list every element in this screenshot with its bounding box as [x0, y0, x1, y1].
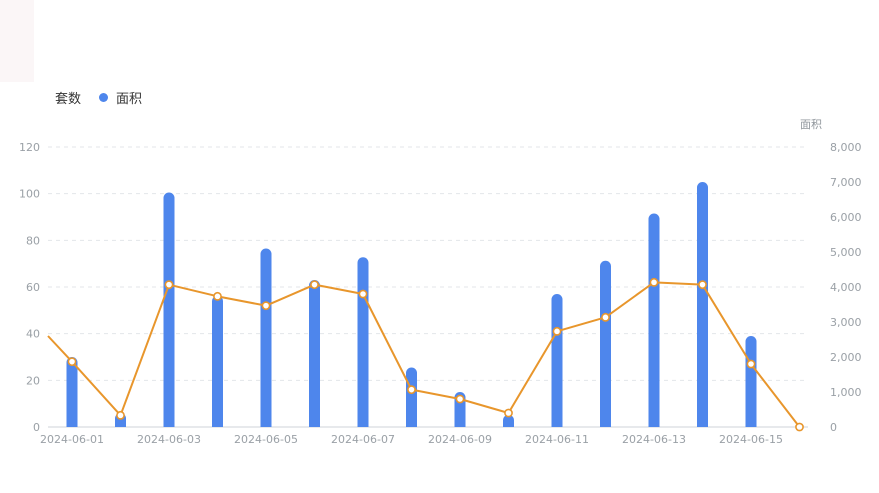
bar-base — [115, 421, 126, 427]
bar — [600, 260, 611, 427]
bar — [357, 257, 369, 427]
y-left-tick-label: 80 — [26, 234, 40, 247]
bar-base — [697, 421, 708, 427]
x-tick-label: 2024-06-03 — [137, 433, 201, 446]
line-layer — [47, 277, 804, 432]
bar-base — [357, 421, 369, 427]
bar-base — [745, 421, 757, 427]
y-right-tick-label: 0 — [830, 421, 837, 434]
line-point — [261, 301, 271, 311]
line-point — [213, 291, 222, 301]
line-point — [649, 277, 659, 287]
y-right-tick-label: 1,000 — [830, 386, 862, 399]
legend-item-count[interactable]: 套数 — [38, 88, 81, 107]
bar — [260, 248, 272, 427]
line-point — [795, 422, 804, 432]
line-point — [552, 326, 562, 336]
x-tick-label: 2024-06-11 — [525, 433, 589, 446]
bar — [745, 336, 757, 427]
bar — [163, 192, 175, 427]
x-tick-label: 2024-06-09 — [428, 433, 492, 446]
bar-base — [309, 421, 320, 427]
bar — [309, 280, 320, 427]
y-left-tick-label: 0 — [33, 421, 40, 434]
bar-base — [503, 421, 514, 427]
bar-base — [454, 421, 466, 427]
line-point — [358, 289, 368, 299]
bar-base — [406, 421, 417, 427]
line-point — [455, 394, 465, 404]
legend-label-count: 套数 — [55, 92, 82, 107]
bar — [648, 213, 660, 427]
legend-item-area[interactable]: 面积 — [99, 88, 142, 107]
bar-base — [260, 421, 272, 427]
bar-layer — [66, 182, 757, 427]
x-tick-label: 2024-06-01 — [40, 433, 104, 446]
bar-base — [66, 421, 78, 427]
line-point — [310, 280, 319, 290]
y-right-tick-label: 5,000 — [830, 246, 862, 259]
y-left-tick-label: 40 — [26, 328, 40, 341]
corner-panel — [0, 0, 34, 82]
bar-base — [212, 421, 223, 427]
legend-label-area: 面积 — [116, 92, 143, 107]
bar — [697, 182, 708, 427]
bar — [66, 357, 78, 427]
legend-marker-count — [38, 93, 47, 102]
bar-base — [551, 421, 563, 427]
bar — [212, 295, 223, 427]
bar-base — [163, 421, 175, 427]
bar — [551, 294, 563, 427]
legend-marker-area — [99, 93, 109, 102]
y-right-tick-label: 4,000 — [830, 281, 862, 294]
x-tick-label: 2024-06-05 — [234, 433, 298, 446]
bar-base — [648, 421, 660, 427]
y-right-tick-label: 7,000 — [830, 176, 862, 189]
line-point — [504, 408, 513, 418]
x-tick-label: 2024-06-07 — [331, 433, 395, 446]
x-tick-label: 2024-06-15 — [719, 433, 783, 446]
bar — [406, 367, 417, 427]
line-point — [698, 280, 707, 290]
bar-base — [600, 421, 611, 427]
y-right-tick-label: 3,000 — [830, 316, 862, 329]
y-right-tick-label: 8,000 — [830, 141, 862, 154]
x-tick-label: 2024-06-13 — [622, 433, 686, 446]
label-layer: 0 20 40 60 80 100 120 0 1,000 2,000 3,000 4,000 5,00… — [19, 118, 862, 446]
y-right-tick-label: 2,000 — [830, 351, 862, 364]
y-right-axis-title: 面积 — [800, 118, 822, 131]
line-point — [164, 280, 174, 290]
line-point — [746, 359, 756, 369]
grid-layer — [48, 146, 808, 381]
line-point — [67, 357, 77, 367]
line-path — [47, 281, 801, 428]
line-point — [116, 410, 125, 420]
y-left-tick-label: 120 — [19, 141, 40, 154]
y-left-tick-label: 100 — [19, 188, 40, 201]
line-point — [601, 312, 610, 322]
y-right-tick-label: 6,000 — [830, 211, 862, 224]
legend: 套数 面积 — [38, 88, 142, 107]
y-left-tick-label: 20 — [26, 374, 40, 387]
y-left-tick-label: 60 — [26, 281, 40, 294]
line-point — [407, 385, 416, 395]
